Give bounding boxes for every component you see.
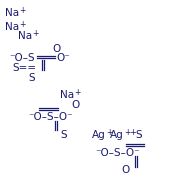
Text: S==: S==	[12, 63, 36, 73]
Text: ⁻O–S–O⁻: ⁻O–S–O⁻	[28, 112, 73, 122]
Text: Na: Na	[5, 8, 19, 18]
Text: S: S	[28, 73, 35, 83]
Text: ++: ++	[124, 128, 137, 137]
Text: O⁻: O⁻	[56, 53, 70, 63]
Text: +: +	[19, 20, 25, 29]
Text: O: O	[52, 44, 60, 54]
Text: Ag: Ag	[110, 130, 124, 140]
Text: +: +	[32, 29, 38, 38]
Text: S: S	[135, 130, 142, 140]
Text: O: O	[121, 165, 129, 175]
Text: Na: Na	[60, 90, 74, 100]
Text: +: +	[74, 88, 80, 97]
Text: S: S	[60, 130, 67, 140]
Text: Na: Na	[18, 31, 32, 41]
Text: ⁻O–S: ⁻O–S	[9, 53, 35, 63]
Text: Na: Na	[5, 22, 19, 32]
Text: Ag: Ag	[92, 130, 106, 140]
Text: ⁻O–S–O⁻: ⁻O–S–O⁻	[95, 148, 140, 158]
Text: +: +	[106, 128, 112, 137]
Text: +: +	[19, 6, 25, 15]
Text: O: O	[71, 100, 79, 110]
